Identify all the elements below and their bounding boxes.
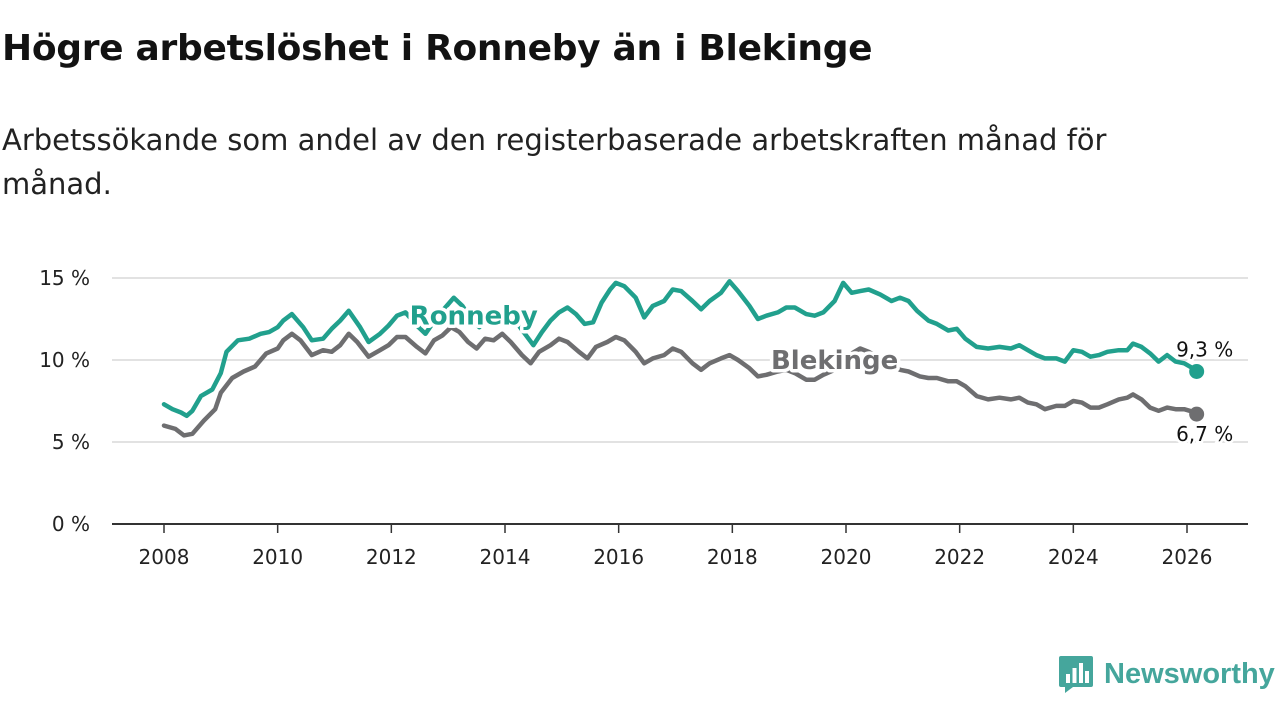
series-labels: Blekinge Ronneby 6,7 % 9,3 %: [406, 298, 1236, 448]
chart-subtitle: Arbetssökande som andel av den registerb…: [2, 123, 1107, 201]
series-label-ronneby: Ronneby: [410, 302, 538, 332]
x-axis: 2008 2010 2012 2014 2016 2018 2020 2022 2024 2026: [112, 523, 1248, 569]
x-tick-label: 2022: [934, 545, 985, 569]
x-tick-label: 2020: [821, 545, 872, 569]
y-tick-label: 5 %: [52, 430, 90, 454]
y-axis-ticks: 0 % 5 % 10 % 15 %: [39, 266, 90, 536]
y-tick-label: 10 %: [39, 348, 90, 372]
newsworthy-logo-icon: [1059, 656, 1093, 693]
x-tick-label: 2012: [366, 545, 417, 569]
end-value-label-ronneby: 9,3 %: [1176, 337, 1233, 361]
x-tick-label: 2016: [593, 545, 644, 569]
series-line-ronneby: [161, 279, 1199, 419]
end-point-ronneby: [1189, 363, 1205, 379]
x-tick-label: 2014: [480, 545, 531, 569]
x-tick-label: 2010: [252, 545, 303, 569]
series-lines: [161, 279, 1205, 438]
end-value-label-blekinge: 6,7 %: [1176, 422, 1233, 446]
gridlines: [112, 277, 1248, 443]
x-tick-label: 2026: [1162, 545, 1213, 569]
brand-name: Newsworthy: [1104, 657, 1275, 690]
newsworthy-logo: Newsworthy: [1058, 652, 1275, 696]
chart-title: Högre arbetslöshet i Ronneby än i Blekin…: [2, 28, 873, 69]
y-tick-label: 0 %: [52, 512, 90, 536]
series-line-blekinge: [161, 324, 1199, 438]
y-tick-label: 15 %: [39, 266, 90, 290]
series-label-blekinge: Blekinge: [771, 346, 898, 376]
x-tick-label: 2008: [139, 545, 190, 569]
end-point-blekinge: [1189, 406, 1205, 422]
x-tick-label: 2024: [1048, 545, 1099, 569]
x-tick-label: 2018: [707, 545, 758, 569]
